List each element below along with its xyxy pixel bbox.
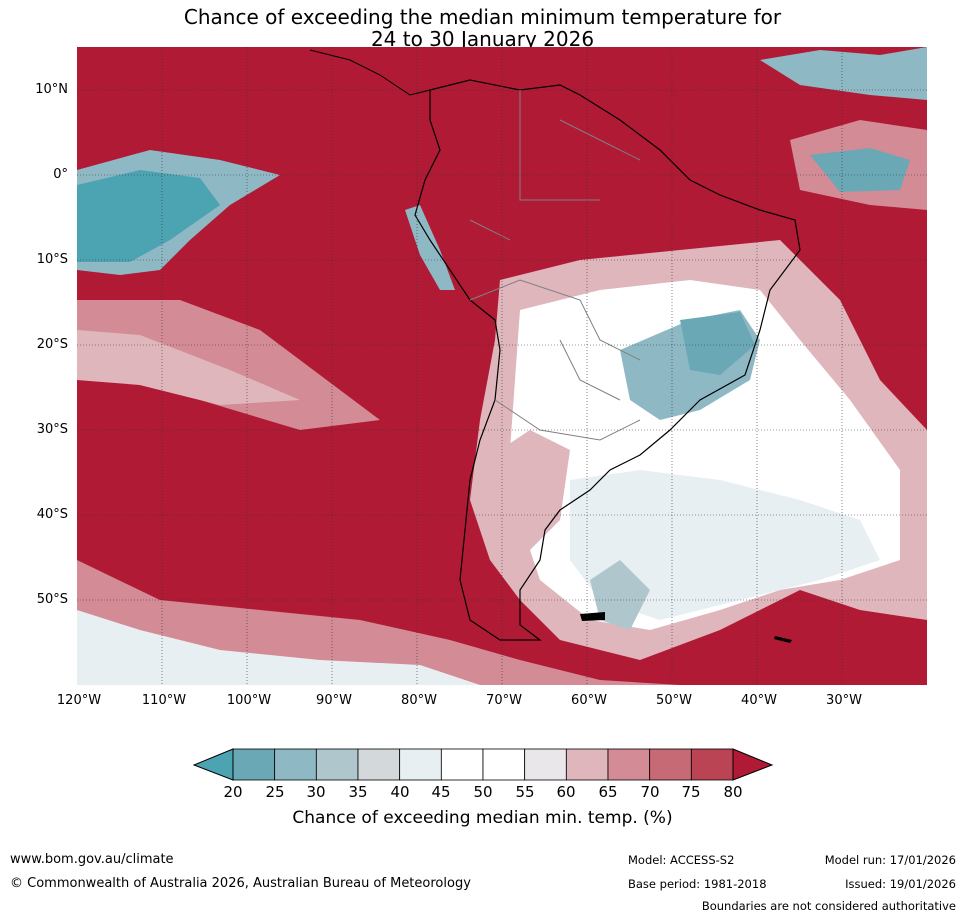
- colorbar-tick-35: 35: [348, 783, 368, 801]
- footer-copyright: © Commonwealth of Australia 2026, Austra…: [10, 876, 471, 891]
- lon-label-90w: 90°W: [316, 693, 352, 708]
- colorbar-tick-65: 65: [598, 783, 618, 801]
- brazil-lowest-chance: [680, 312, 755, 375]
- footer-issued: Issued: 19/01/2026: [845, 877, 956, 891]
- central-america-coastline: [309, 49, 431, 96]
- colorbar-over-arrow: [732, 748, 774, 781]
- colorbar-segment-40: [399, 748, 442, 781]
- national-borders: [469, 90, 641, 441]
- colorbar-tick-25: 25: [265, 783, 285, 801]
- footer-model: Model: ACCESS-S2: [628, 853, 735, 867]
- colorbar-segment-55: [524, 748, 567, 781]
- lat-label-40s: 40°S: [36, 507, 68, 522]
- colorbar-tick-50: 50: [473, 783, 493, 801]
- graticule: [77, 47, 927, 685]
- colorbar-segment-25: [274, 748, 317, 781]
- colorbar-segment-50: [482, 748, 526, 781]
- colorbar-tick-70: 70: [640, 783, 660, 801]
- colorbar-segment-35: [357, 748, 401, 781]
- lon-label-70w: 70°W: [486, 693, 522, 708]
- colorbar-under-arrow: [192, 748, 234, 781]
- lon-label-100w: 100°W: [226, 693, 272, 708]
- lon-label-50w: 50°W: [656, 693, 692, 708]
- footer-model-run: Model run: 17/01/2026: [824, 853, 956, 867]
- lat-label-0: 0°: [53, 167, 68, 182]
- south-georgia: [774, 636, 792, 643]
- colorbar-tick-40: 40: [390, 783, 410, 801]
- lat-label-50s: 50°S: [36, 592, 68, 607]
- lon-label-110w: 110°W: [141, 693, 187, 708]
- south-pacific-pale-band: [77, 300, 380, 430]
- colorbar-segment-65: [607, 748, 651, 781]
- southern-ocean-white: [77, 610, 480, 685]
- colorbar-segment-20: [232, 748, 276, 781]
- lat-label-10s: 10°S: [36, 252, 68, 267]
- colorbar-tick-75: 75: [681, 783, 701, 801]
- colorbar-tick-55: 55: [515, 783, 535, 801]
- lat-label-20s: 20°S: [36, 337, 68, 352]
- colorbar-tick-60: 60: [556, 783, 576, 801]
- south-atlantic-grey: [570, 470, 880, 620]
- lon-label-80w: 80°W: [401, 693, 437, 708]
- peru-coast-teal: [405, 205, 455, 290]
- lat-label-10n: 10°N: [35, 82, 68, 97]
- east-pacific-lowest-chance: [77, 170, 220, 262]
- equatorial-atlantic-teal-core: [810, 148, 910, 192]
- colorbar-label: Chance of exceeding median min. temp. (%…: [292, 808, 673, 828]
- south-pacific-pale-band-2: [77, 330, 300, 405]
- falkland-islands: [580, 612, 605, 621]
- lon-label-60w: 60°W: [571, 693, 607, 708]
- footer-website: www.bom.gov.au/climate: [10, 852, 174, 867]
- lon-label-30w: 30°W: [826, 693, 862, 708]
- colorbar-segment-75: [690, 748, 734, 781]
- footer-disclaimer: Boundaries are not considered authoritat…: [701, 899, 956, 913]
- central-chile-pale: [495, 430, 570, 560]
- lat-label-30s: 30°S: [36, 422, 68, 437]
- north-atlantic-teal: [760, 47, 927, 100]
- colorbar-segment-60: [565, 748, 609, 781]
- lon-label-120w: 120°W: [56, 693, 102, 708]
- colorbar-tick-45: 45: [431, 783, 451, 801]
- colorbar-segment-45: [440, 748, 484, 781]
- colorbar-segment-70: [649, 748, 692, 781]
- footer-base-period: Base period: 1981-2018: [628, 877, 767, 891]
- colorbar-tick-30: 30: [306, 783, 326, 801]
- probability-map: [77, 47, 927, 685]
- map-title-line-2: 24 to 30 January 2026: [370, 27, 595, 51]
- colorbar-tick-20: 20: [223, 783, 243, 801]
- map-title-line-1: Chance of exceeding the median minimum t…: [183, 5, 782, 29]
- colorbar-tick-80: 80: [723, 783, 743, 801]
- colorbar-segment-30: [315, 748, 359, 781]
- lon-label-40w: 40°W: [741, 693, 777, 708]
